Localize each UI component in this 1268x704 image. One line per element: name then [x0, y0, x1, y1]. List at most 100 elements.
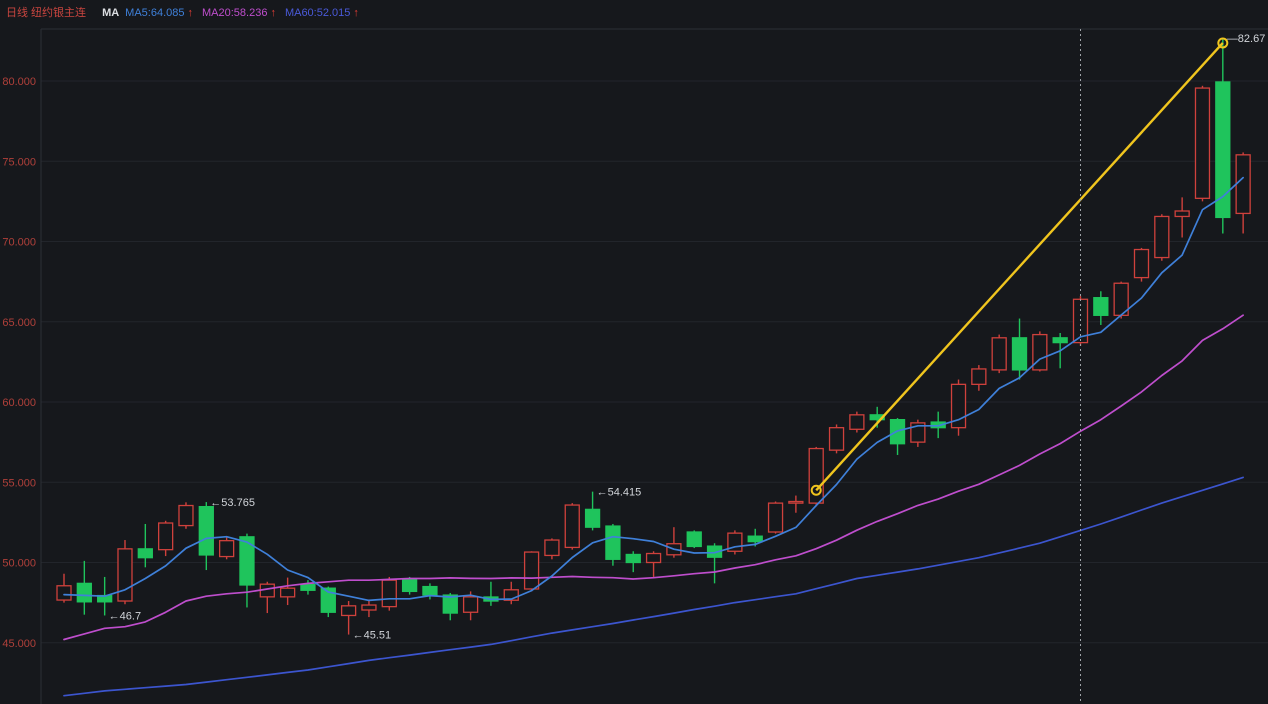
- candle-body-up: [788, 500, 804, 504]
- candle[interactable]: [706, 543, 723, 584]
- candle[interactable]: [808, 446, 824, 507]
- price-annotation: ←45.51: [353, 630, 392, 642]
- candle[interactable]: [767, 501, 784, 534]
- candle-body-up: [849, 414, 865, 430]
- candle-body-down: [625, 553, 641, 564]
- candle-body-up: [828, 427, 845, 451]
- candle[interactable]: [889, 418, 906, 455]
- ma20-legend: MA20:58.236: [202, 7, 268, 19]
- candle[interactable]: [605, 523, 621, 566]
- candle[interactable]: [1194, 85, 1211, 202]
- candle[interactable]: [178, 502, 194, 529]
- candle-body-down: [137, 548, 153, 559]
- candle-body-up: [523, 551, 540, 590]
- candle[interactable]: [930, 411, 946, 439]
- candle-body-up: [279, 587, 296, 598]
- candle-body-down: [605, 525, 621, 560]
- candle[interactable]: [483, 581, 499, 606]
- chart-title: 日线 纽约银主连: [6, 7, 87, 19]
- candle-body-down: [300, 583, 316, 591]
- candle[interactable]: [1235, 152, 1251, 234]
- candle[interactable]: [584, 491, 601, 531]
- candle[interactable]: [1113, 281, 1129, 319]
- candle-body-up: [56, 585, 72, 601]
- candle[interactable]: [849, 411, 865, 433]
- candle-body-down: [239, 536, 255, 586]
- candle[interactable]: [157, 520, 174, 557]
- candle[interactable]: [198, 502, 214, 571]
- candle[interactable]: [950, 379, 967, 436]
- candle-body-up: [117, 548, 133, 602]
- candle-body-up: [564, 504, 580, 549]
- y-axis-label: 45.000: [2, 638, 36, 650]
- candle-body-up: [381, 579, 397, 608]
- candle-body-down: [930, 421, 946, 429]
- y-axis-label: 55.000: [2, 477, 36, 489]
- candle[interactable]: [991, 334, 1007, 374]
- ma5-up-arrow-icon: ↑: [187, 7, 194, 19]
- ma5-line: [63, 176, 1244, 602]
- candle-body-up: [1235, 154, 1251, 215]
- y-axis-label: 60.000: [2, 397, 36, 409]
- candle-body-up: [157, 522, 174, 551]
- candle[interactable]: [503, 581, 519, 605]
- candle-body-down: [442, 594, 458, 614]
- candle-body-down: [584, 508, 601, 528]
- candle[interactable]: [259, 581, 275, 614]
- candle[interactable]: [666, 527, 682, 558]
- candle[interactable]: [1032, 331, 1048, 372]
- price-annotation: ←46.7: [109, 610, 141, 622]
- candle[interactable]: [828, 424, 845, 454]
- y-axis-label: 75.000: [2, 156, 36, 168]
- candle[interactable]: [625, 551, 641, 573]
- chart-header: 日线 纽约银主连 MA MA5:64.085 ↑ MA20:58.236 ↑ M…: [0, 0, 1268, 26]
- candle-body-up: [950, 383, 967, 429]
- candle[interactable]: [1154, 214, 1170, 261]
- candle-body-up: [645, 552, 662, 564]
- y-axis-label: 50.000: [2, 558, 36, 570]
- candle[interactable]: [56, 573, 72, 603]
- candle[interactable]: [340, 601, 357, 635]
- ma20-line: [63, 314, 1244, 641]
- candle[interactable]: [381, 576, 397, 611]
- candle[interactable]: [1215, 38, 1231, 234]
- candle-body-down: [76, 582, 92, 603]
- candle[interactable]: [727, 530, 743, 555]
- candle[interactable]: [361, 599, 377, 618]
- candle[interactable]: [462, 591, 479, 621]
- trend-endpoint-marker[interactable]: [1217, 37, 1229, 49]
- candle-body-up: [544, 539, 560, 557]
- candle[interactable]: [76, 560, 92, 615]
- candle[interactable]: [279, 577, 296, 606]
- candle[interactable]: [137, 523, 153, 568]
- candle[interactable]: [544, 538, 560, 560]
- price-annotation: ←53.765: [210, 497, 255, 509]
- candle[interactable]: [218, 536, 235, 560]
- candle-body-up: [340, 605, 357, 617]
- candle[interactable]: [1174, 197, 1190, 238]
- candle[interactable]: [117, 540, 133, 605]
- candle-body-down: [320, 587, 336, 613]
- candle-body-up: [910, 422, 926, 443]
- candle-body-down: [1052, 337, 1068, 344]
- candle[interactable]: [564, 503, 580, 550]
- trend-endpoint-marker[interactable]: [810, 484, 822, 496]
- trend-line[interactable]: [815, 42, 1224, 492]
- candle[interactable]: [910, 419, 926, 447]
- candle-body-up: [1133, 248, 1150, 279]
- candle[interactable]: [971, 365, 987, 391]
- candle-body-down: [198, 505, 214, 556]
- candle[interactable]: [1093, 291, 1109, 325]
- candle-body-up: [218, 540, 235, 558]
- candle[interactable]: [788, 495, 804, 513]
- candle[interactable]: [239, 533, 255, 608]
- candle[interactable]: [401, 576, 418, 595]
- ma60-up-arrow-icon: ↑: [353, 7, 359, 19]
- candle[interactable]: [1133, 247, 1150, 282]
- candle[interactable]: [523, 551, 540, 592]
- candle[interactable]: [645, 551, 662, 577]
- candle-body-up: [971, 368, 987, 385]
- candle[interactable]: [1011, 318, 1028, 380]
- candle[interactable]: [686, 530, 702, 549]
